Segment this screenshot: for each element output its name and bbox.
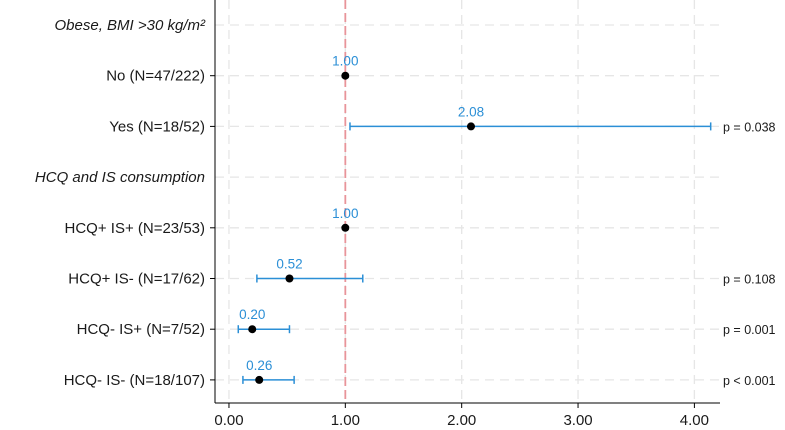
group-label: Obese, BMI >30 kg/m²: [55, 17, 206, 34]
estimate-point: [341, 71, 350, 80]
x-tick-label: 1.00: [331, 412, 360, 429]
estimate-point: [248, 325, 257, 334]
p-value-label: p < 0.001: [723, 374, 776, 388]
group-label: HCQ and IS consumption: [35, 169, 205, 186]
estimate-label: 0.52: [276, 257, 302, 272]
p-value-label: p = 0.108: [723, 273, 776, 287]
estimate-label: 1.00: [332, 206, 358, 221]
axes: 0.00 1.00 2.00 3.00 4.00: [210, 0, 720, 429]
row-label: HCQ- IS- (N=18/107): [64, 372, 205, 389]
x-tick-label: 3.00: [563, 412, 592, 429]
estimate-label: 0.26: [246, 358, 272, 373]
row-label: No (N=47/222): [106, 68, 205, 85]
rows-layer: Obese, BMI >30 kg/m² No (N=47/222) 1.00 Yes…: [35, 17, 776, 389]
row-label: HCQ- IS+ (N=7/52): [77, 321, 205, 338]
grid-layer: [215, 0, 720, 403]
x-tick-label: 4.00: [680, 412, 709, 429]
p-value-label: p = 0.038: [723, 120, 776, 134]
estimate-point: [341, 223, 350, 232]
estimate-point: [466, 122, 475, 131]
x-tick-label: 0.00: [214, 412, 243, 429]
p-value-label: p = 0.001: [723, 323, 776, 337]
estimate-point: [255, 375, 264, 384]
estimate-label: 0.20: [239, 307, 265, 322]
estimate-point: [285, 274, 294, 283]
x-tick-label: 2.00: [447, 412, 476, 429]
row-label: Yes (N=18/52): [109, 118, 205, 135]
estimate-label: 1.00: [332, 54, 358, 69]
row-label: HCQ+ IS+ (N=23/53): [65, 220, 205, 237]
estimate-label: 2.08: [458, 104, 484, 119]
row-label: HCQ+ IS- (N=17/62): [68, 271, 205, 288]
